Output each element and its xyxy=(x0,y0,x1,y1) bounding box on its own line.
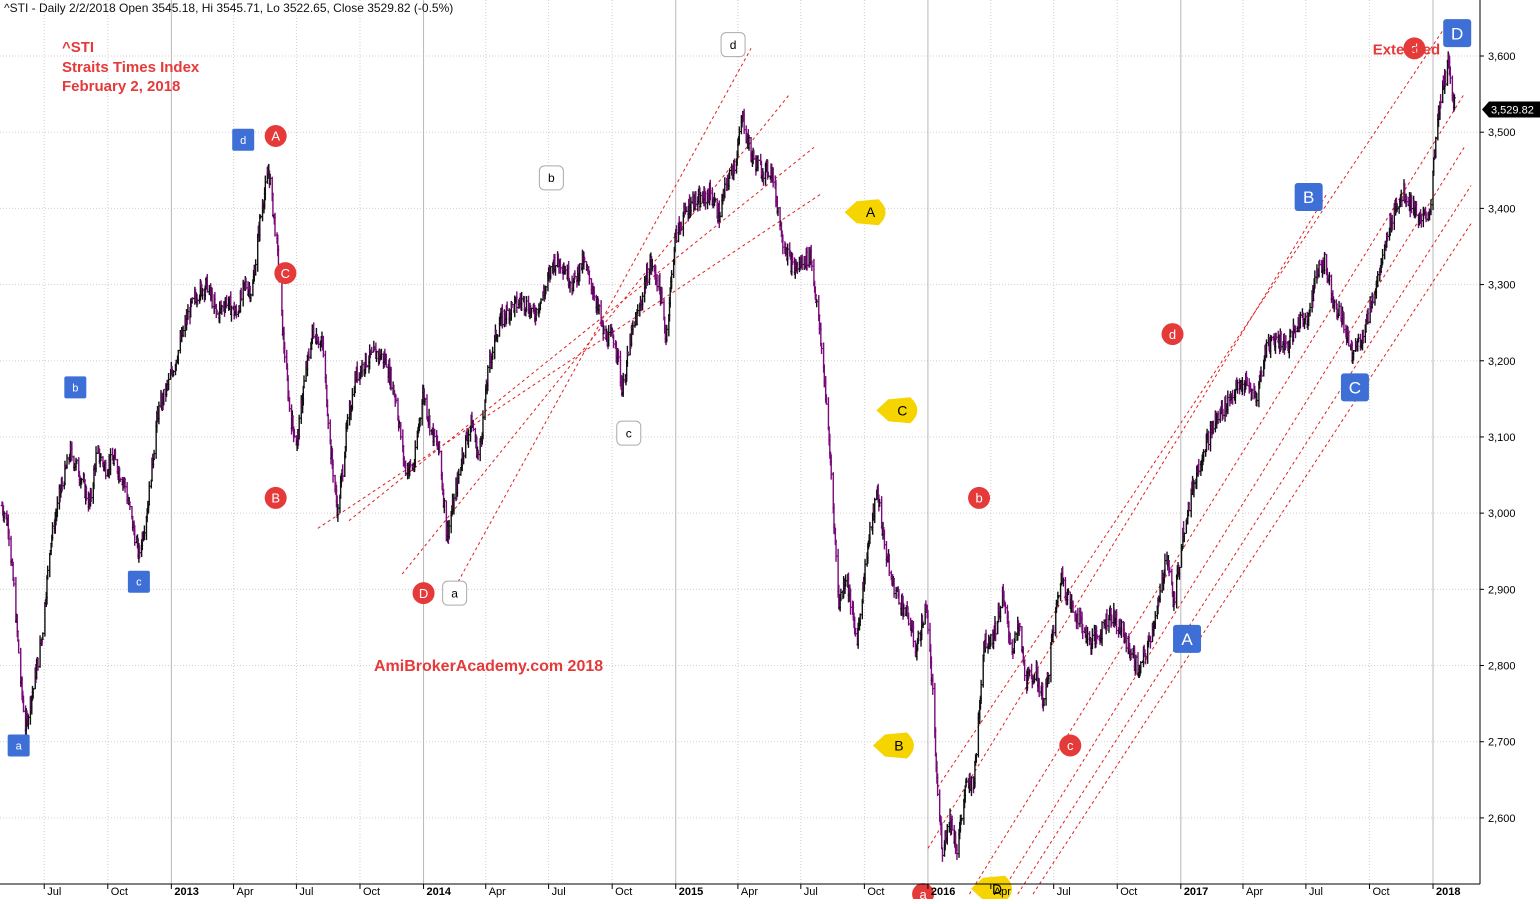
ohlc-bar xyxy=(414,440,417,467)
price-bars xyxy=(1,51,1456,861)
channel-line xyxy=(1018,186,1471,895)
ohlc-bar xyxy=(827,397,830,430)
channel-line xyxy=(1033,224,1471,894)
ohlc-bar xyxy=(810,260,813,271)
ohlc-bar xyxy=(941,848,944,862)
channel-line xyxy=(1000,147,1464,894)
ohlc-bar xyxy=(481,410,484,439)
trend-channels xyxy=(318,26,1471,895)
ohlc-bar xyxy=(128,501,131,510)
ohlc-bar xyxy=(996,621,999,634)
ohlc-bar xyxy=(351,388,354,410)
ohlc-bar xyxy=(525,296,528,312)
channel-line xyxy=(938,26,1447,788)
channel-line xyxy=(928,193,1327,848)
ohlc-bar xyxy=(43,602,46,637)
ohlc-bar xyxy=(426,394,429,420)
ohlc-bar xyxy=(46,566,49,580)
ohlc-bar xyxy=(95,446,98,472)
ohlc-bar xyxy=(51,522,54,541)
channel-line xyxy=(349,147,814,520)
ohlc-bar xyxy=(48,553,51,577)
